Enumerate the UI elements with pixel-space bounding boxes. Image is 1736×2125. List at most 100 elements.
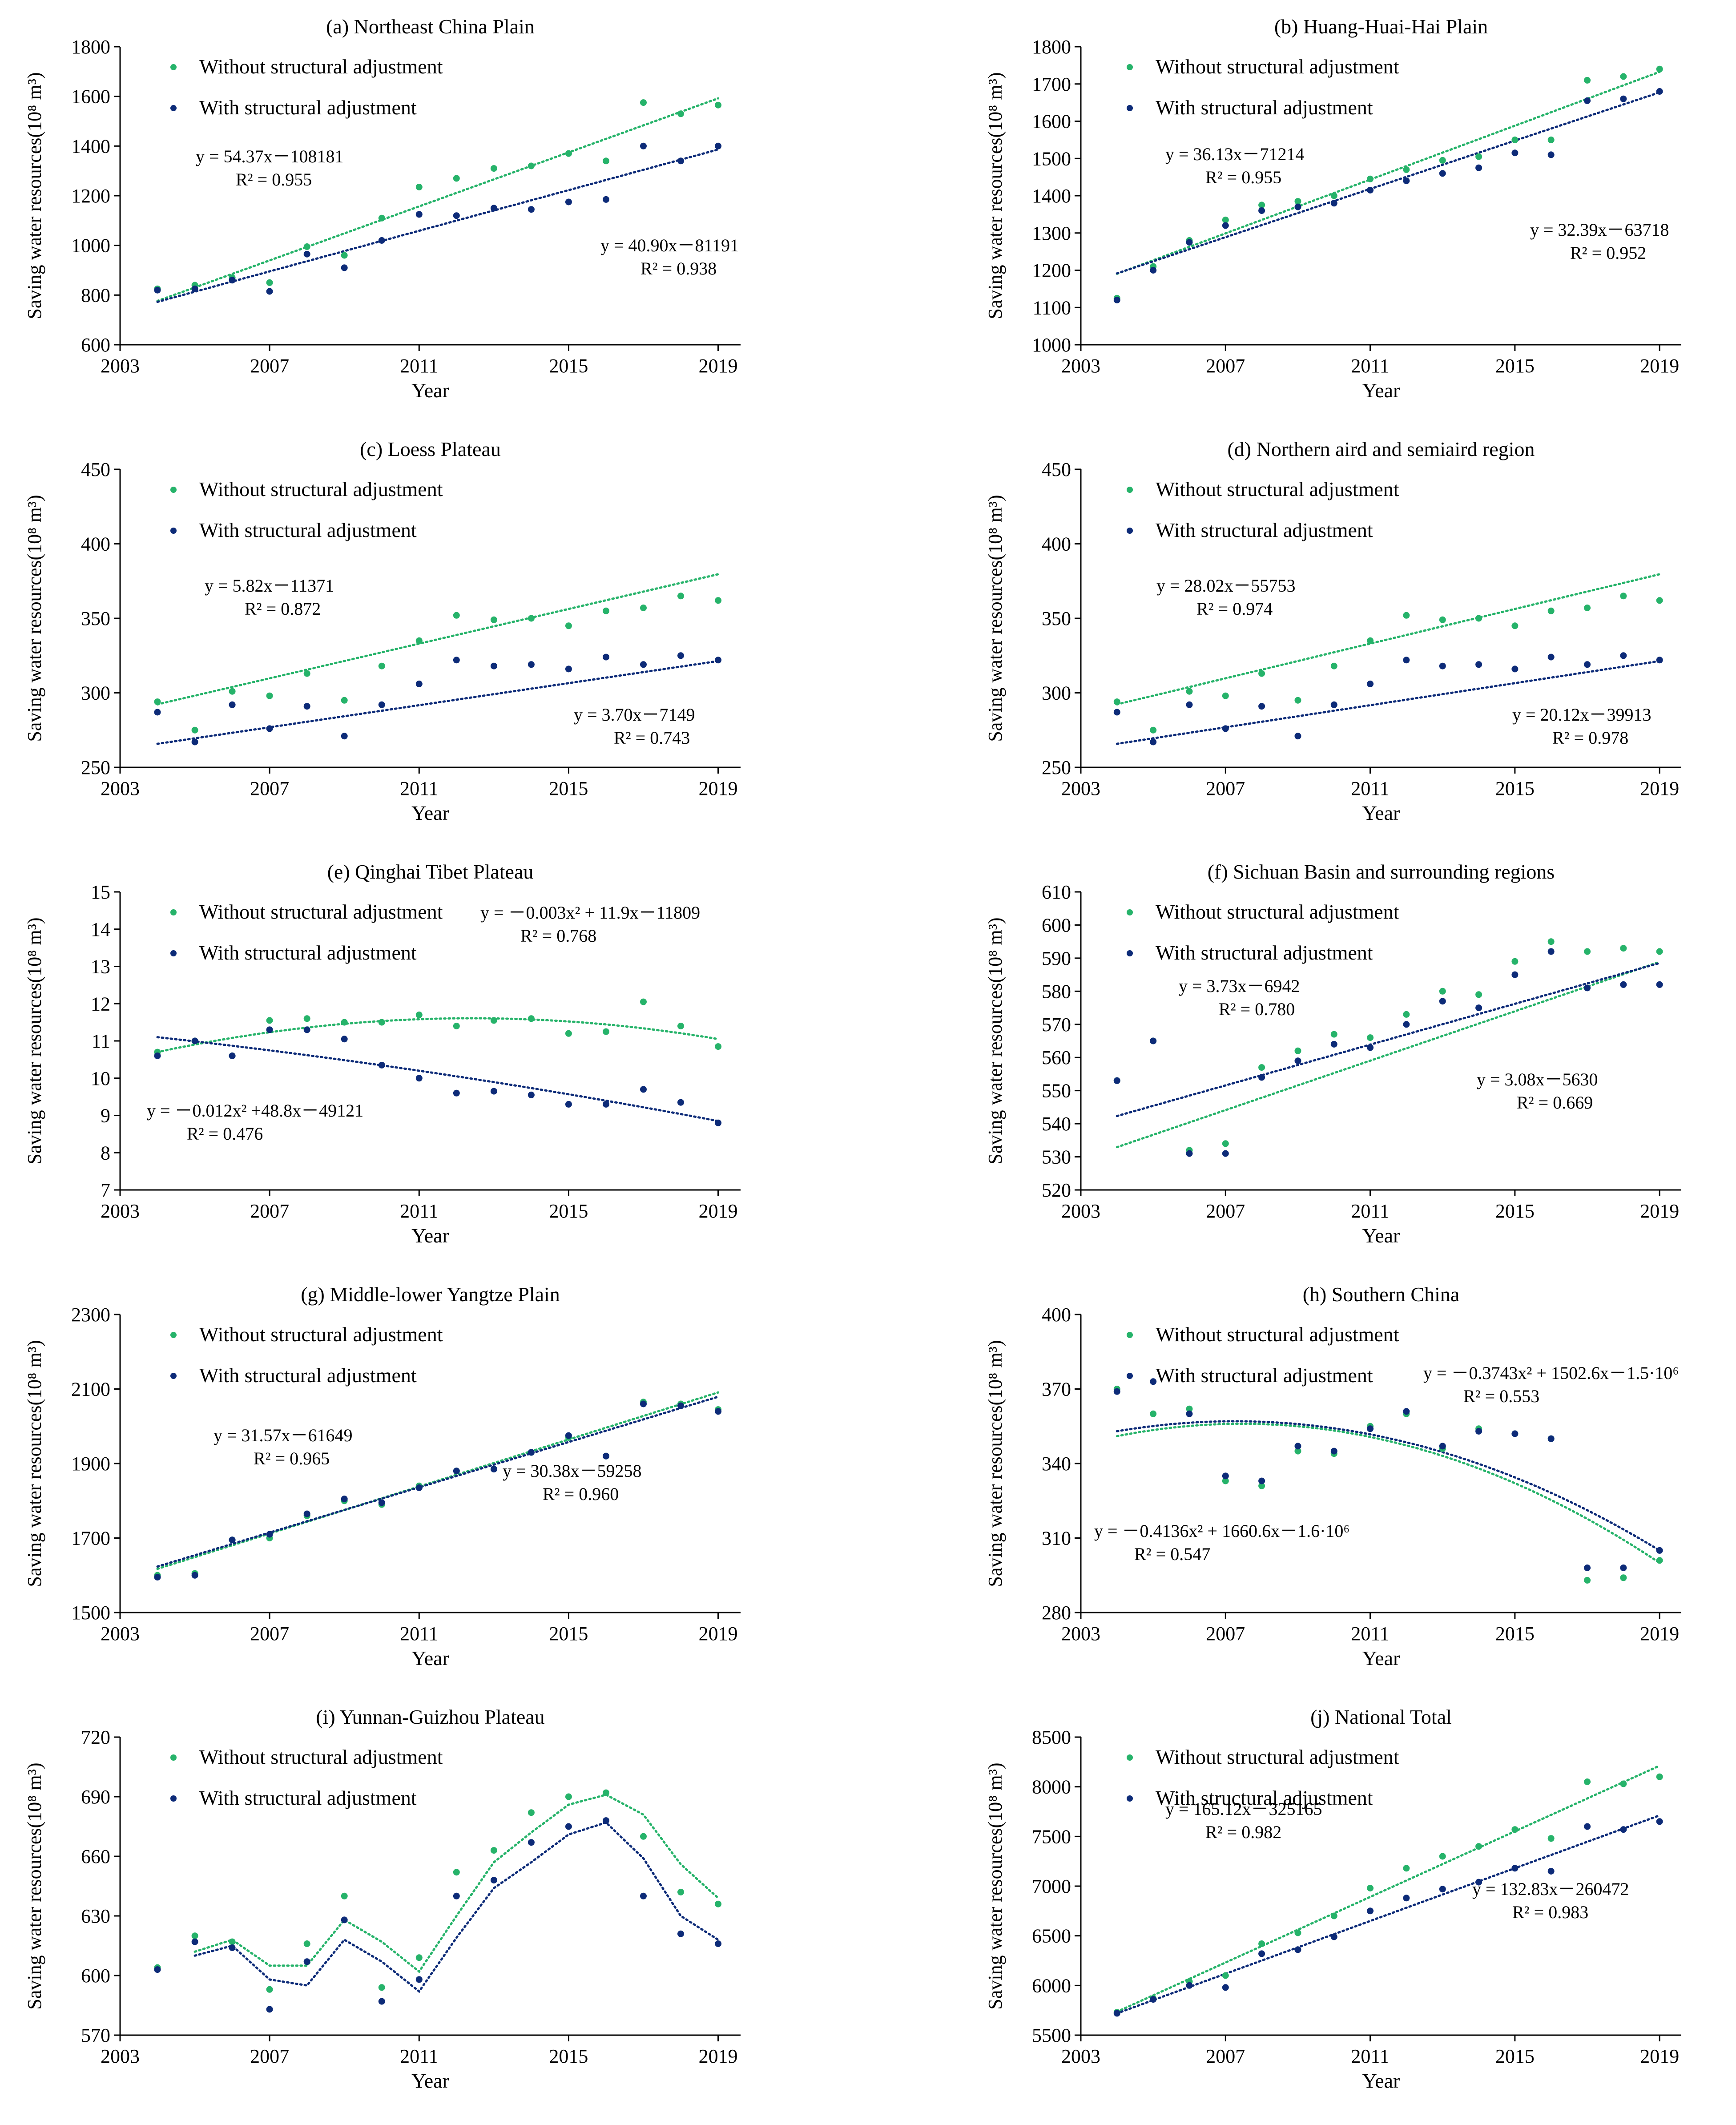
data-point <box>528 1839 535 1846</box>
x-axis-label: Year <box>411 1224 449 1247</box>
data-point <box>453 1892 460 1899</box>
legend-label: With structural adjustment <box>199 519 417 541</box>
data-point <box>677 1888 684 1895</box>
data-point <box>1547 938 1555 945</box>
data-point <box>1439 157 1446 164</box>
data-point <box>303 1958 310 1965</box>
data-point <box>528 1015 535 1022</box>
data-point <box>565 1823 572 1830</box>
data-point <box>1475 615 1482 622</box>
trend-equation: y = 165.12x－325165 <box>1165 1799 1322 1819</box>
trend-equation: y = 36.13x－71214 <box>1165 144 1305 164</box>
x-tick-label: 2011 <box>400 1200 438 1222</box>
chart-title: (a) Northeast China Plain <box>326 15 535 38</box>
x-tick-label: 2011 <box>400 778 438 799</box>
y-tick-label: 340 <box>1042 1453 1071 1475</box>
trend-equation: y = 132.83x－260472 <box>1472 1879 1629 1899</box>
data-point <box>1186 1405 1193 1412</box>
legend-label: With structural adjustment <box>1156 96 1373 119</box>
data-point <box>415 1484 423 1491</box>
y-tick-label: 2300 <box>71 1304 110 1326</box>
x-tick-label: 2019 <box>699 778 738 799</box>
data-point <box>603 1452 609 1460</box>
x-axis-label: Year <box>1362 1224 1400 1247</box>
data-point <box>378 1061 385 1069</box>
data-point <box>1620 95 1627 102</box>
x-tick-label: 2003 <box>1061 1623 1100 1645</box>
data-point <box>1330 192 1337 199</box>
data-point <box>1620 1565 1627 1571</box>
y-tick-label: 10 <box>91 1068 110 1089</box>
data-point <box>1367 1425 1374 1432</box>
trend-line <box>156 1395 720 1568</box>
data-point <box>1403 1895 1410 1902</box>
legend-marker <box>170 528 177 534</box>
chart-title: (h) Southern China <box>1303 1283 1460 1306</box>
data-point <box>415 1954 423 1961</box>
x-tick-label: 2007 <box>250 1200 289 1222</box>
y-tick-label: 660 <box>81 1846 110 1867</box>
chart-panel: (g) Middle-lower Yangtze Plain 1500 1700 19… <box>24 1283 741 1669</box>
data-point <box>603 196 609 203</box>
data-point <box>229 1944 236 1951</box>
x-tick-label: 2003 <box>101 1623 140 1645</box>
data-point <box>453 657 460 664</box>
legend-marker <box>1127 950 1133 956</box>
data-point <box>229 701 236 708</box>
data-point <box>266 725 273 732</box>
data-point <box>1113 1388 1120 1395</box>
data-point <box>1656 1818 1663 1825</box>
chart-title: (c) Loess Plateau <box>360 438 501 460</box>
data-point <box>341 697 348 704</box>
y-tick-label: 1300 <box>1032 222 1071 244</box>
y-tick-label: 1100 <box>1033 297 1071 319</box>
data-point <box>1511 665 1518 673</box>
x-tick-label: 2011 <box>1351 2045 1389 2067</box>
data-point <box>1367 1885 1374 1891</box>
data-point <box>1403 1408 1410 1415</box>
x-axis-label: Year <box>1362 2069 1400 2092</box>
data-point <box>229 1052 236 1059</box>
data-point <box>528 162 535 169</box>
y-axis-label: Saving water resources(10⁸ m³) <box>24 1340 45 1587</box>
data-point <box>1222 1140 1229 1147</box>
data-point <box>1367 1907 1374 1915</box>
y-tick-label: 350 <box>81 608 110 629</box>
data-point <box>1511 149 1518 157</box>
y-tick-label: 11 <box>92 1030 110 1052</box>
x-tick-label: 2007 <box>1206 778 1245 799</box>
data-point <box>303 670 310 677</box>
data-point <box>341 252 348 259</box>
data-point <box>378 1499 385 1506</box>
legend-marker <box>170 487 177 493</box>
data-point <box>191 1938 198 1945</box>
data-point <box>1150 738 1157 746</box>
data-point <box>1113 297 1120 303</box>
x-tick-label: 2011 <box>1351 355 1389 377</box>
data-point <box>528 1449 535 1456</box>
data-point <box>1113 709 1120 716</box>
chart-panel: (d) Northern aird and semiaird region 250… <box>984 438 1681 824</box>
data-point <box>453 212 460 219</box>
data-point <box>154 698 161 706</box>
trend-r-squared: R² = 0.960 <box>543 1484 619 1504</box>
x-tick-label: 2003 <box>1061 2045 1100 2067</box>
data-point <box>490 1877 497 1884</box>
y-axis-label: Saving water resources(10⁸ m³) <box>24 917 45 1164</box>
data-point <box>565 1030 572 1037</box>
x-axis-label: Year <box>1362 802 1400 824</box>
x-axis-label: Year <box>411 2069 449 2092</box>
y-tick-label: 800 <box>81 284 110 306</box>
trend-equation: y = －0.3743x² + 1502.6x－1.5·10⁶ <box>1423 1363 1679 1383</box>
legend-marker <box>170 64 177 70</box>
legend-marker <box>170 105 177 111</box>
data-point <box>528 661 535 668</box>
data-point <box>1584 948 1591 955</box>
x-tick-label: 2007 <box>250 355 289 377</box>
data-point <box>1113 2010 1120 2017</box>
trend-equation: y = －0.012x² +48.8x－49121 <box>147 1101 363 1121</box>
data-point <box>1511 971 1518 978</box>
data-point <box>565 150 572 157</box>
data-point <box>266 1986 273 1993</box>
